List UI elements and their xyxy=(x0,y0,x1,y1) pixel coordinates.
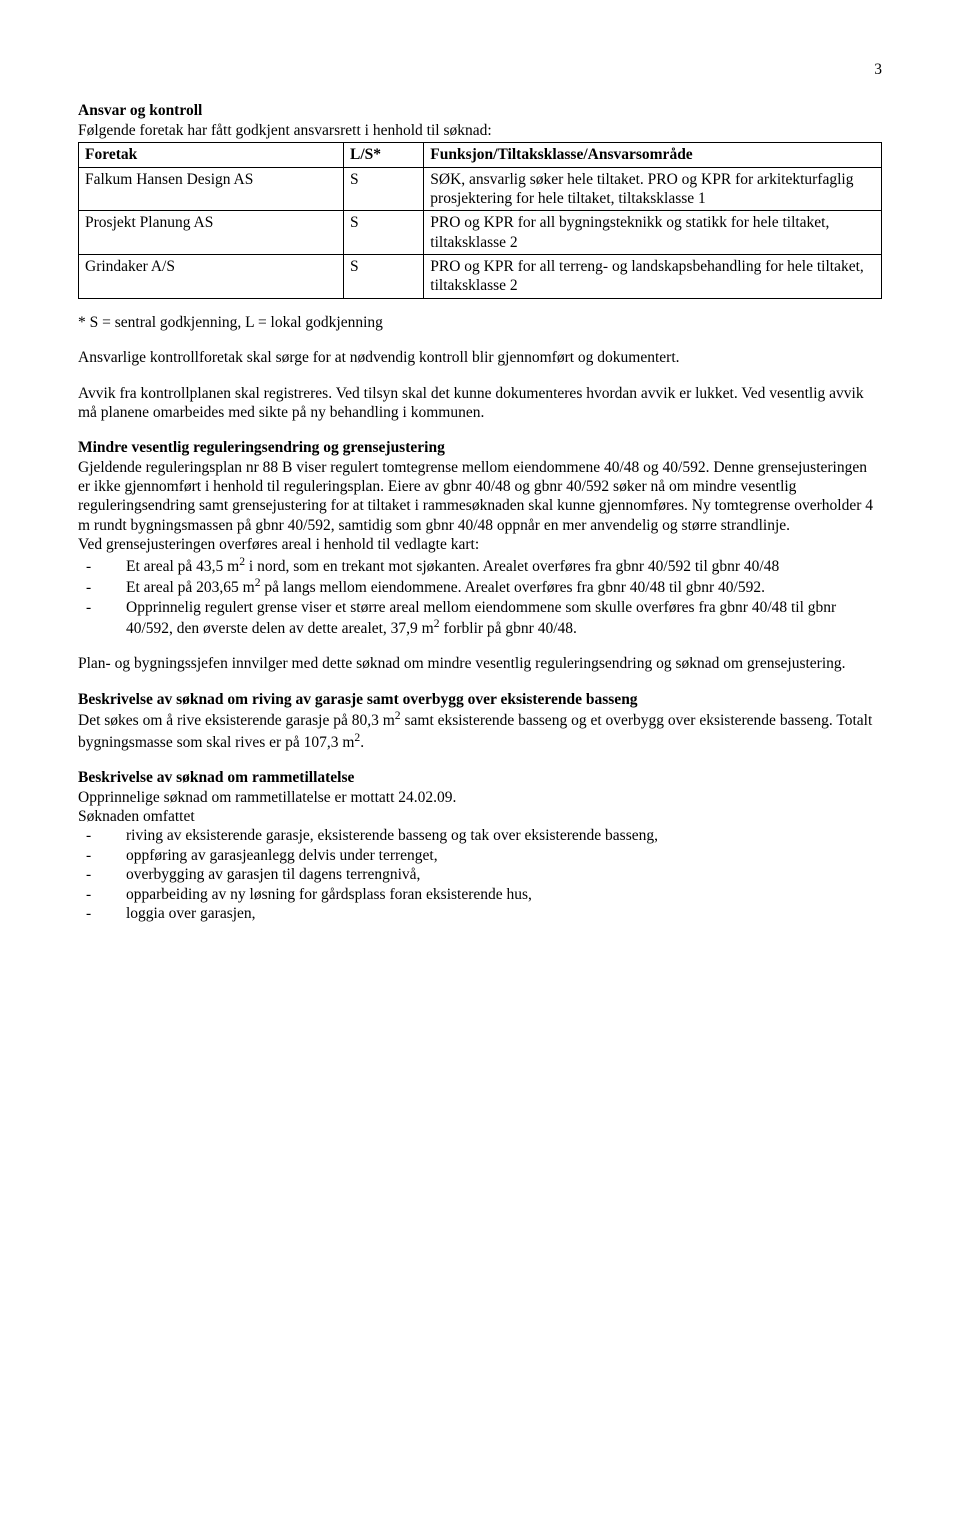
heading-ansvar: Ansvar og kontroll xyxy=(78,101,882,120)
table-row: Grindaker A/S S PRO og KPR for all terre… xyxy=(79,255,882,299)
intro-line: Følgende foretak har fått godkjent ansva… xyxy=(78,121,882,140)
heading-riving: Beskrivelse av søknad om riving av garas… xyxy=(78,690,882,709)
cell-funksjon: SØK, ansvarlig søker hele tiltaket. PRO … xyxy=(424,167,882,211)
list-item: opparbeiding av ny løsning for gårdsplas… xyxy=(126,885,882,904)
cell-foretak: Grindaker A/S xyxy=(79,255,344,299)
para-avvik: Avvik fra kontrollplanen skal registrere… xyxy=(78,384,882,423)
page-number: 3 xyxy=(78,60,882,79)
list-item: Et areal på 43,5 m2 i nord, som en treka… xyxy=(126,555,882,577)
list-soknaden: riving av eksisterende garasje, eksister… xyxy=(78,826,882,923)
table-footnote: * S = sentral godkjenning, L = lokal god… xyxy=(78,313,882,332)
cell-ls: S xyxy=(343,255,423,299)
th-funksjon: Funksjon/Tiltaksklasse/Ansvarsområde xyxy=(424,143,882,167)
para-plan: Plan- og bygningssjefen innvilger med de… xyxy=(78,654,882,673)
table-header-row: Foretak L/S* Funksjon/Tiltaksklasse/Ansv… xyxy=(79,143,882,167)
para-riving: Det søkes om å rive eksisterende garasje… xyxy=(78,709,882,752)
table-row: Falkum Hansen Design AS S SØK, ansvarlig… xyxy=(79,167,882,211)
th-foretak: Foretak xyxy=(79,143,344,167)
cell-funksjon: PRO og KPR for all bygningsteknikk og st… xyxy=(424,211,882,255)
heading-ramme: Beskrivelse av søknad om rammetillatelse xyxy=(78,768,882,787)
list-areal: Et areal på 43,5 m2 i nord, som en treka… xyxy=(78,555,882,639)
cell-ls: S xyxy=(343,211,423,255)
para-soknaden: Søknaden omfattet xyxy=(78,807,882,826)
para-opprinnelige: Opprinnelige søknad om rammetillatelse e… xyxy=(78,788,882,807)
list-item: Opprinnelig regulert grense viser et stø… xyxy=(126,598,882,639)
cell-funksjon: PRO og KPR for all terreng- og landskaps… xyxy=(424,255,882,299)
cell-foretak: Falkum Hansen Design AS xyxy=(79,167,344,211)
list-item: overbygging av garasjen til dagens terre… xyxy=(126,865,882,884)
list-item: riving av eksisterende garasje, eksister… xyxy=(126,826,882,845)
para-gjeldende: Gjeldende reguleringsplan nr 88 B viser … xyxy=(78,458,882,536)
list-item: oppføring av garasjeanlegg delvis under … xyxy=(126,846,882,865)
para-ansvarlige: Ansvarlige kontrollforetak skal sørge fo… xyxy=(78,348,882,367)
list-item: Et areal på 203,65 m2 på langs mellom ei… xyxy=(126,576,882,598)
table-row: Prosjekt Planung AS S PRO og KPR for all… xyxy=(79,211,882,255)
list-item: loggia over garasjen, xyxy=(126,904,882,923)
para-vedgrense: Ved grensejusteringen overføres areal i … xyxy=(78,535,882,554)
cell-ls: S xyxy=(343,167,423,211)
cell-foretak: Prosjekt Planung AS xyxy=(79,211,344,255)
ansvar-table: Foretak L/S* Funksjon/Tiltaksklasse/Ansv… xyxy=(78,142,882,299)
th-ls: L/S* xyxy=(343,143,423,167)
heading-mindre: Mindre vesentlig reguleringsendring og g… xyxy=(78,438,882,457)
